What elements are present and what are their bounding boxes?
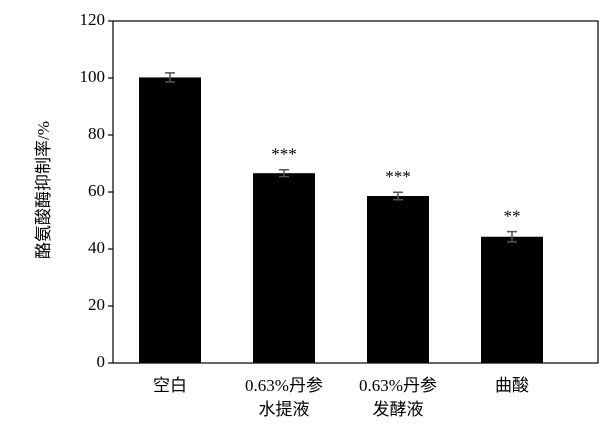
x-tick-label: 发酵液 — [373, 400, 424, 419]
y-tick-label: 80 — [88, 124, 105, 143]
x-tick-label: 曲酸 — [495, 376, 529, 395]
bar — [481, 236, 543, 363]
bar — [253, 173, 315, 363]
bar — [139, 77, 201, 364]
y-tick-label: 100 — [80, 67, 106, 86]
y-tick-label: 40 — [88, 238, 105, 257]
y-axis-label: 酪氨酸酶抑制率/% — [34, 121, 53, 259]
y-tick-label: 0 — [97, 352, 106, 371]
x-tick-label: 水提液 — [259, 400, 310, 419]
x-tick-label: 空白 — [153, 376, 187, 395]
error-bar — [393, 191, 403, 201]
x-tick-label: 0.63%丹参 — [359, 376, 437, 395]
x-tick-label: 0.63%丹参 — [245, 376, 323, 395]
error-bar — [165, 72, 175, 83]
y-tick-label: 60 — [88, 181, 105, 200]
error-bar — [507, 230, 517, 243]
error-bar — [279, 169, 289, 178]
significance-label: ** — [504, 207, 521, 226]
significance-label: *** — [385, 167, 411, 186]
bar — [367, 195, 429, 363]
y-tick-label: 120 — [80, 10, 106, 29]
significance-label: *** — [271, 145, 297, 164]
y-tick-label: 20 — [88, 295, 105, 314]
